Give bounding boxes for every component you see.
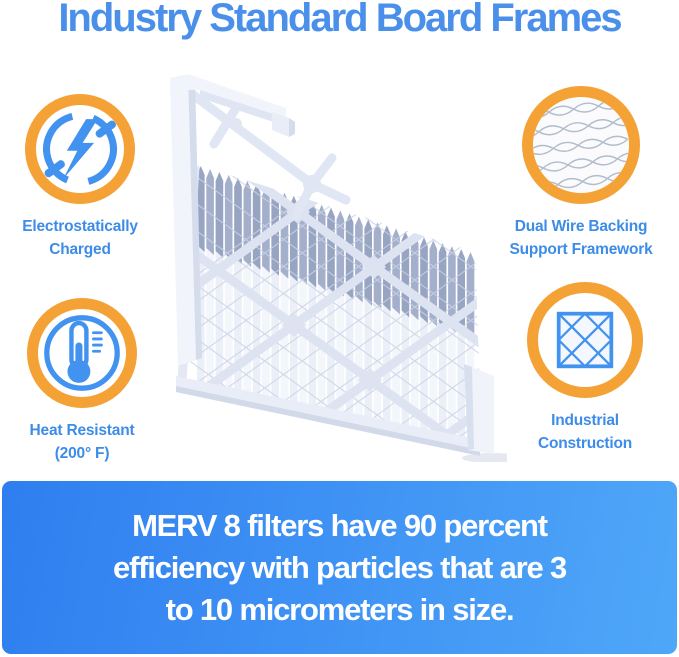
thermometer-icon [27, 298, 137, 408]
feature-industrial: Industrial Construction [502, 282, 668, 455]
feature-wire-backing: Dual Wire Backing Support Framework [498, 86, 664, 261]
frame-right-channel [464, 364, 494, 454]
banner-line: to 10 micrometers in size. [165, 592, 515, 627]
drop-shadow [462, 453, 507, 462]
wire-mesh-icon [522, 86, 640, 204]
lightning-icon [25, 94, 135, 204]
feature-label: Industrial Construction [537, 412, 633, 452]
banner-line: MERV 8 filters have 90 percent [132, 508, 548, 543]
feature-electrostatic: Electrostatically Charged [0, 94, 160, 261]
feature-label: Dual Wire Backing Support Framework [509, 218, 653, 258]
page-title: Industry Standard Board Frames [58, 0, 622, 40]
frame-left-bar [170, 74, 202, 366]
air-filter-image [170, 74, 507, 462]
feature-heat-resistant: Heat Resistant (200° F) [0, 298, 164, 465]
lattice-grid-icon [527, 282, 643, 398]
feature-label: Electrostatically Charged [22, 218, 138, 258]
corner-braces [187, 89, 351, 221]
info-banner: MERV 8 filters have 90 percent efficienc… [2, 481, 677, 654]
banner-line: efficiency with particles that are 3 [113, 550, 567, 585]
frame-top-rail [188, 74, 295, 137]
frame-bottom-rail [176, 376, 480, 456]
feature-label: Heat Resistant (200° F) [29, 422, 135, 462]
